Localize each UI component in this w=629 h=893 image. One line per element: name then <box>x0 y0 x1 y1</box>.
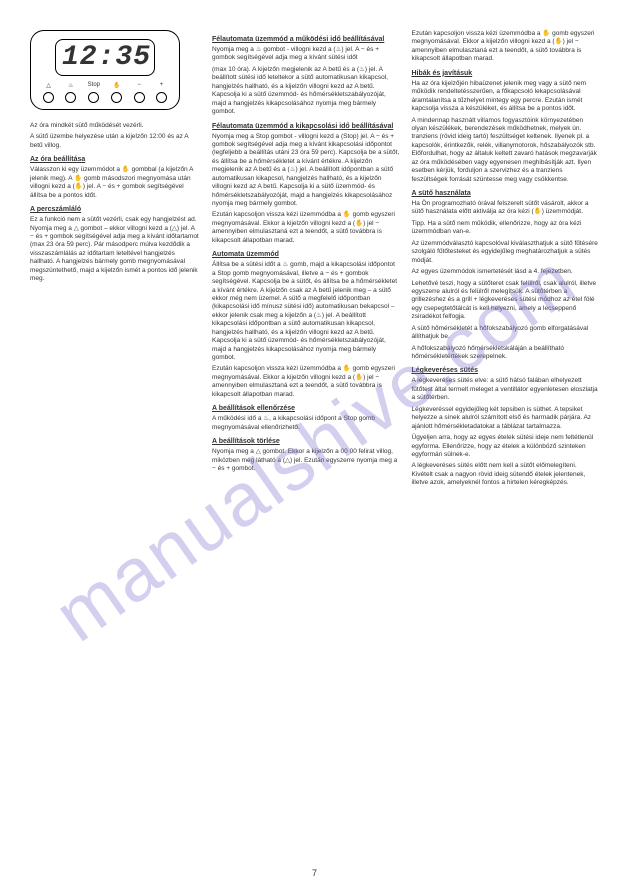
btn-hand[interactable] <box>111 92 122 103</box>
text-semiauto-2: Nyomja meg a Stop gombot - villogni kezd… <box>212 133 400 209</box>
text-manual-switch-2: Ezután kapcsoljon vissza kézi üzemmódba … <box>412 30 600 64</box>
page-number: 7 <box>312 868 317 878</box>
btn-label-minus: − <box>137 82 141 90</box>
intro-text-1: Az óra mindkét sütő működését vezérli. <box>30 122 200 130</box>
btn-bell[interactable] <box>43 92 54 103</box>
text-oven-tip: Tipp. Ha a sütő nem működik, ellenőrizze… <box>412 220 600 237</box>
clock-time: 12:35 <box>62 42 148 73</box>
text-oven-2: Az üzemmódválasztó kapcsolóval kiválaszt… <box>412 240 600 265</box>
text-semiauto-1a: Nyomja meg a ♨ gombot - villogni kezd a … <box>212 46 400 63</box>
text-clock-setup: Válasszon ki egy üzemmódot a ✋ gombbal (… <box>30 166 200 200</box>
btn-label-plus: + <box>160 82 164 90</box>
text-auto-b: Ezután kapcsoljon vissza kézi üzemmódba … <box>212 365 400 399</box>
text-oven-5: A sütő hőmérsékletét a hőfokszabályozó g… <box>412 325 600 342</box>
text-oven-1: Ha Ön programozható órával felszerelt sü… <box>412 200 600 217</box>
text-fan-3: Ügyeljen arra, hogy az egyes ételek süté… <box>412 434 600 459</box>
text-errors-1: Ha az óra kijelzőjén hibaüzenet jelenik … <box>412 80 600 114</box>
clock-display: 12:35 <box>55 39 155 76</box>
text-auto-a: Állítsa be a sütési időt a ♨ gomb, majd … <box>212 261 400 362</box>
heading-oven-use: A sütő használata <box>412 190 600 197</box>
text-oven-6: A hőfokszabályozó hőmérsékletskáláján a … <box>412 345 600 362</box>
page-content: 12:35 △ ♨ Stop ✋ − + Az óra mindkét sütő… <box>0 0 629 511</box>
column-2: Félautomata üzemmód a működési idő beáll… <box>212 30 400 491</box>
text-oven-3: Az egyes üzemmódok ismertetését lásd a 4… <box>412 268 600 276</box>
text-clear: Nyomja meg a △ gombot. Ekkor a kijelzőn … <box>212 448 400 473</box>
heading-auto: Automata üzemmód <box>212 251 400 258</box>
column-1: 12:35 △ ♨ Stop ✋ − + Az óra mindkét sütő… <box>30 30 200 491</box>
column-3: Ezután kapcsoljon vissza kézi üzemmódba … <box>412 30 600 491</box>
button-row: △ ♨ Stop ✋ − + <box>41 82 169 103</box>
text-errors-2: A mindennap használt villamos fogyasztói… <box>412 117 600 185</box>
heading-clock-setup: Az óra beállítása <box>30 156 200 163</box>
clock-panel: 12:35 △ ♨ Stop ✋ − + <box>30 30 180 110</box>
heading-clear: A beállítások törlése <box>212 438 400 445</box>
text-fan-4: A légkeveréses sütés előtt nem kell a sü… <box>412 462 600 487</box>
heading-fan: Légkeveréses sütés <box>412 367 600 374</box>
text-fan-2: Légkeveréssel egyidejűleg két tepsiben i… <box>412 406 600 431</box>
heading-check: A beállítások ellenőrzése <box>212 405 400 412</box>
btn-cook[interactable] <box>65 92 76 103</box>
btn-label-hand: ✋ <box>113 82 120 90</box>
btn-label-cook: ♨ <box>68 82 73 90</box>
btn-label-stop: Stop <box>88 82 100 90</box>
btn-stop[interactable] <box>88 92 99 103</box>
btn-plus[interactable] <box>156 92 167 103</box>
text-oven-4: Lehetővé teszi, hogy a sütőteret csak fe… <box>412 280 600 322</box>
heading-semiauto-offtime: Félautomata üzemmód a kikapcsolási idő b… <box>212 123 400 130</box>
text-manual-switch-1: Ezután kapcsoljon vissza kézi üzemmódba … <box>212 211 400 245</box>
btn-label-bell: △ <box>46 82 51 90</box>
text-timer: Ez a funkció nem a sütőt vezérli, csak e… <box>30 216 200 284</box>
intro-text-2: A sütő üzembe helyezése után a kijelzőn … <box>30 133 200 150</box>
text-fan-1: A légkeveréses sütés elve: a sütő hátsó … <box>412 377 600 402</box>
heading-errors: Hibák és javításuk <box>412 70 600 77</box>
text-check: A működési idő a ♨, a kikapcsolási időpo… <box>212 415 400 432</box>
text-semiauto-1b: (max 10 óra). A kijelzőn megjelenik az A… <box>212 66 400 117</box>
heading-semiauto-duration: Félautomata üzemmód a működési idő beáll… <box>212 36 400 43</box>
heading-timer: A percszámláló <box>30 206 200 213</box>
btn-minus[interactable] <box>134 92 145 103</box>
